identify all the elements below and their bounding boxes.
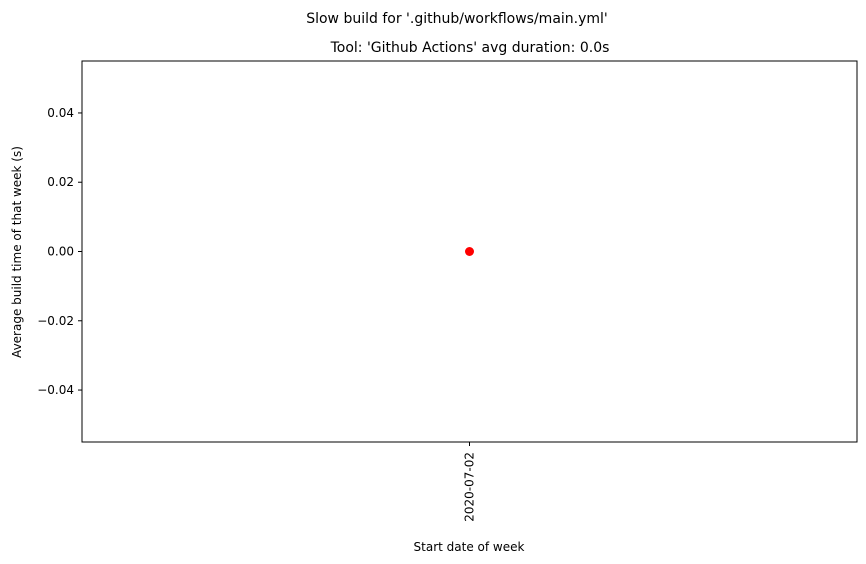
plot-area: −0.04 −0.02 0.00 0.02 0.04 2020-07-02	[37, 106, 476, 522]
plot-frame	[81, 60, 858, 443]
chart-title: Slow build for '.github/workflows/main.y…	[306, 11, 608, 27]
y-axis-label: Average build time of that week (s)	[10, 146, 24, 358]
y-tick-label: −0.04	[37, 383, 74, 397]
y-tick-label: 0.00	[47, 245, 74, 259]
x-axis-label: Start date of week	[414, 540, 525, 554]
y-tick-label: 0.02	[47, 175, 74, 189]
x-tick-label: 2020-07-02	[463, 452, 477, 522]
y-tick-label: −0.02	[37, 314, 74, 328]
data-point	[465, 247, 474, 256]
y-tick-label: 0.04	[47, 106, 74, 120]
chart-subtitle: Tool: 'Github Actions' avg duration: 0.0…	[330, 40, 610, 56]
